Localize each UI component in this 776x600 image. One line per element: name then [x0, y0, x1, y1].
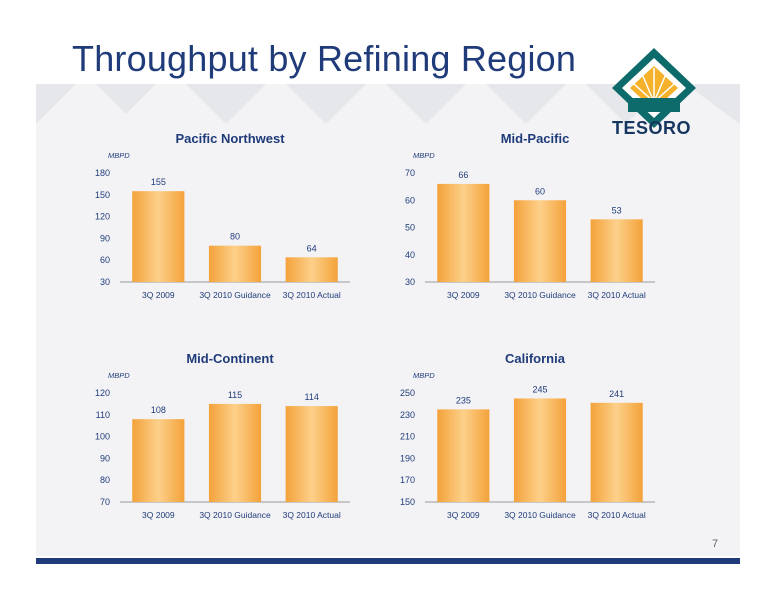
- slide-title: Throughput by Refining Region: [72, 38, 577, 79]
- y-tick-label: 90: [100, 233, 110, 243]
- data-label: 108: [151, 405, 166, 415]
- x-tick-label: 3Q 2009: [142, 290, 175, 300]
- chart-title: Mid-Pacific: [501, 131, 570, 146]
- page-number: 7: [712, 538, 719, 550]
- tesoro-logo-icon: [612, 48, 696, 128]
- y-tick-label: 110: [96, 410, 110, 420]
- bar: [590, 402, 643, 502]
- bar: [285, 406, 338, 502]
- y-tick-label: 40: [405, 250, 415, 260]
- bar: [590, 219, 643, 282]
- data-label: 241: [609, 389, 624, 399]
- y-tick-label: 150: [95, 190, 110, 200]
- data-label: 66: [458, 170, 468, 180]
- chart-title: Mid-Continent: [186, 351, 274, 366]
- bar: [513, 200, 567, 282]
- bar: [208, 245, 262, 282]
- y-tick-label: 170: [400, 475, 415, 485]
- x-tick-label: 3Q 2010 Actual: [588, 510, 646, 520]
- footer-bar: [36, 558, 740, 564]
- x-tick-label: 3Q 2010 Guidance: [199, 510, 271, 520]
- data-label: 235: [456, 395, 471, 405]
- x-tick-label: 3Q 2010 Actual: [283, 290, 341, 300]
- chart-california: California MBPD 150 170 190 210 230 250 235 3Q 20…: [400, 351, 655, 520]
- y-tick-label: 70: [100, 497, 110, 507]
- data-label: 80: [230, 232, 240, 242]
- y-tick-label: 100: [95, 432, 110, 442]
- x-tick-label: 3Q 2009: [142, 510, 175, 520]
- y-tick-label: 30: [405, 277, 415, 287]
- chart-pacific-northwest: Pacific Northwest MBPD 30 60 90 120 150 180 155 3…: [95, 131, 350, 300]
- y-tick-label: 230: [400, 410, 415, 420]
- data-label: 64: [307, 243, 317, 253]
- x-tick-label: 3Q 2010 Actual: [588, 290, 646, 300]
- y-tick-label: 210: [400, 432, 415, 442]
- y-tick-label: 120: [95, 212, 110, 222]
- unit-label: MBPD: [413, 371, 435, 380]
- y-tick-label: 50: [405, 223, 415, 233]
- data-label: 155: [151, 177, 166, 187]
- y-tick-label: 250: [400, 388, 415, 398]
- y-tick-label: 190: [400, 453, 415, 463]
- bar: [437, 183, 490, 282]
- y-tick-label: 80: [100, 475, 110, 485]
- y-tick-label: 90: [100, 453, 110, 463]
- x-tick-label: 3Q 2009: [447, 290, 480, 300]
- x-tick-label: 3Q 2010 Guidance: [199, 290, 271, 300]
- chart-mid-pacific: Mid-Pacific MBPD 30 40 50 60 70 66 3Q 2009 60 3Q 2…: [405, 131, 655, 300]
- data-label: 53: [612, 205, 622, 215]
- y-tick-label: 70: [405, 168, 415, 178]
- x-tick-label: 3Q 2010 Guidance: [504, 290, 576, 300]
- unit-label: MBPD: [108, 371, 130, 380]
- data-label: 115: [228, 390, 242, 400]
- bar: [132, 419, 185, 502]
- y-tick-label: 60: [405, 195, 415, 205]
- bar: [132, 191, 185, 282]
- y-tick-label: 150: [400, 497, 415, 507]
- y-tick-label: 60: [100, 255, 110, 265]
- unit-label: MBPD: [413, 151, 435, 160]
- x-tick-label: 3Q 2010 Actual: [283, 510, 341, 520]
- y-tick-label: 180: [95, 168, 110, 178]
- logo-text: TESORO: [612, 118, 692, 138]
- chart-title: California: [505, 351, 566, 366]
- data-label: 245: [532, 384, 547, 394]
- bar: [285, 257, 338, 282]
- data-label: 114: [304, 392, 318, 402]
- chart-mid-continent: Mid-Continent MBPD 70 80 90 100 110 120 108 3Q 20…: [95, 351, 350, 520]
- y-tick-label: 120: [95, 388, 110, 398]
- unit-label: MBPD: [108, 151, 130, 160]
- x-tick-label: 3Q 2009: [447, 510, 480, 520]
- chart-title: Pacific Northwest: [175, 131, 285, 146]
- data-label: 60: [535, 186, 545, 196]
- x-tick-label: 3Q 2010 Guidance: [504, 510, 576, 520]
- bar: [437, 409, 490, 502]
- bar: [208, 403, 262, 502]
- bar: [513, 398, 567, 502]
- y-tick-label: 30: [100, 277, 110, 287]
